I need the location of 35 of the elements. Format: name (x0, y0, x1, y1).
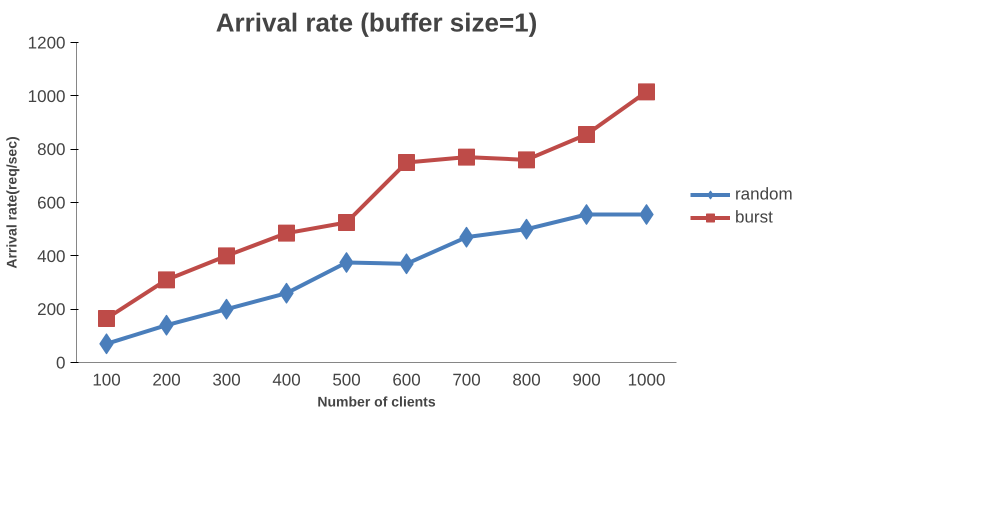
y-tick-label: 0 (56, 354, 66, 372)
legend-label: burst (735, 208, 773, 228)
x-tick-label: 900 (572, 370, 601, 390)
y-axis-title: Arrival rate(req/sec) (4, 136, 20, 269)
point (158, 271, 175, 288)
point (638, 83, 655, 100)
y-tick-label: 1000 (28, 86, 66, 106)
legend-label: random (735, 184, 793, 204)
x-tick-label: 300 (212, 370, 241, 390)
point (518, 151, 535, 168)
y-tick-label: 1200 (28, 34, 66, 52)
point (339, 252, 354, 273)
point (338, 214, 355, 231)
x-tick-label: 500 (332, 370, 361, 390)
x-tick-label: 700 (452, 370, 481, 390)
x-tick-label: 400 (272, 370, 301, 390)
point (278, 224, 295, 242)
y-tick-label: 600 (37, 194, 66, 212)
point (639, 204, 654, 225)
x-tick-label: 600 (392, 370, 421, 390)
x-tick-label: 800 (512, 370, 541, 390)
y-tick-label: 800 (37, 140, 66, 160)
x-tick-label: 100 (92, 370, 121, 390)
x-axis-title: Number of clients (317, 394, 436, 410)
point (579, 204, 594, 225)
point (218, 247, 235, 264)
point (398, 154, 415, 171)
chart-title: Arrival rate (buffer size=1) (216, 8, 538, 38)
y-tick-label: 200 (37, 300, 66, 320)
x-tick-label: 200 (152, 370, 181, 390)
x-tick-label: 1000 (628, 370, 666, 390)
point (458, 148, 475, 166)
point (578, 126, 595, 143)
y-tick-label: 400 (37, 246, 66, 266)
point (98, 310, 115, 327)
